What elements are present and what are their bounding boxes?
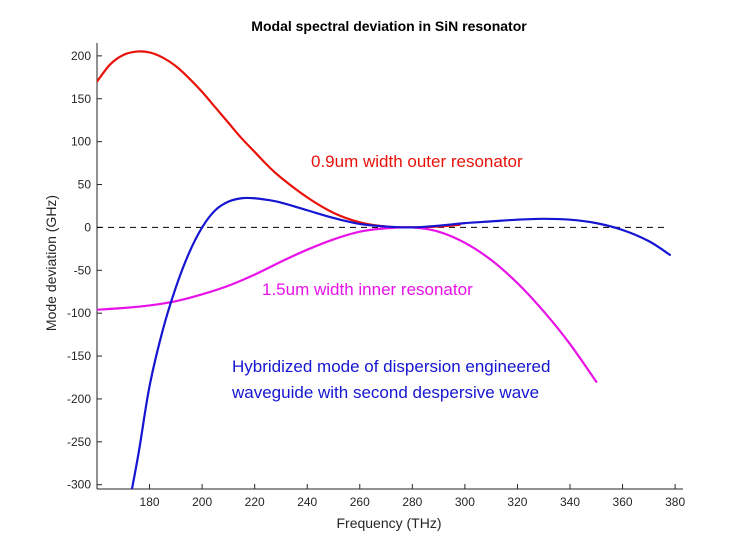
y-tick-label: 50 (78, 178, 92, 192)
x-tick-label: 240 (297, 495, 317, 509)
series-group (97, 50, 671, 489)
y-tick-label: -300 (67, 478, 91, 492)
y-tick-label: 200 (71, 49, 91, 63)
x-axis-label: Frequency (THz) (336, 515, 441, 531)
x-tick-label: 280 (402, 495, 422, 509)
annotation-hybridized-line-2: waveguide with second despersive wave (231, 383, 539, 402)
x-tick-label: 360 (613, 495, 633, 509)
series-hybridized-mode-line (130, 196, 671, 489)
y-axis-label: Mode deviation (GHz) (43, 195, 59, 331)
annotation-inner-resonator: 1.5um width inner resonator (262, 280, 473, 299)
x-tick-label: 220 (245, 495, 265, 509)
x-tick-label: 340 (560, 495, 580, 509)
x-tick-label: 320 (507, 495, 527, 509)
y-tick-label: -250 (67, 435, 91, 449)
x-tick-label: 300 (455, 495, 475, 509)
annotation-outer-resonator: 0.9um width outer resonator (311, 152, 523, 171)
annotation-hybridized-line-1: Hybridized mode of dispersion engineered (232, 357, 550, 376)
y-tick-label: -150 (67, 349, 91, 363)
y-tick-label: -200 (67, 392, 91, 406)
series-inner-resonator-line (97, 226, 598, 383)
y-tick-label: 0 (84, 220, 91, 234)
chart-title: Modal spectral deviation in SiN resonato… (251, 18, 527, 34)
x-tick-label: 200 (192, 495, 212, 509)
y-tick-label: 100 (71, 135, 91, 149)
x-tick-label: 380 (665, 495, 685, 509)
axes-group (96, 43, 683, 490)
x-tick-label: 180 (140, 495, 160, 509)
ticks-group: 180 200 220 240 260 280 300 320 340 360 380 -300 -25… (67, 49, 685, 509)
y-tick-label: -100 (67, 306, 91, 320)
y-tick-label: 150 (71, 92, 91, 106)
x-tick-label: 260 (350, 495, 370, 509)
y-tick-label: -50 (74, 263, 92, 277)
